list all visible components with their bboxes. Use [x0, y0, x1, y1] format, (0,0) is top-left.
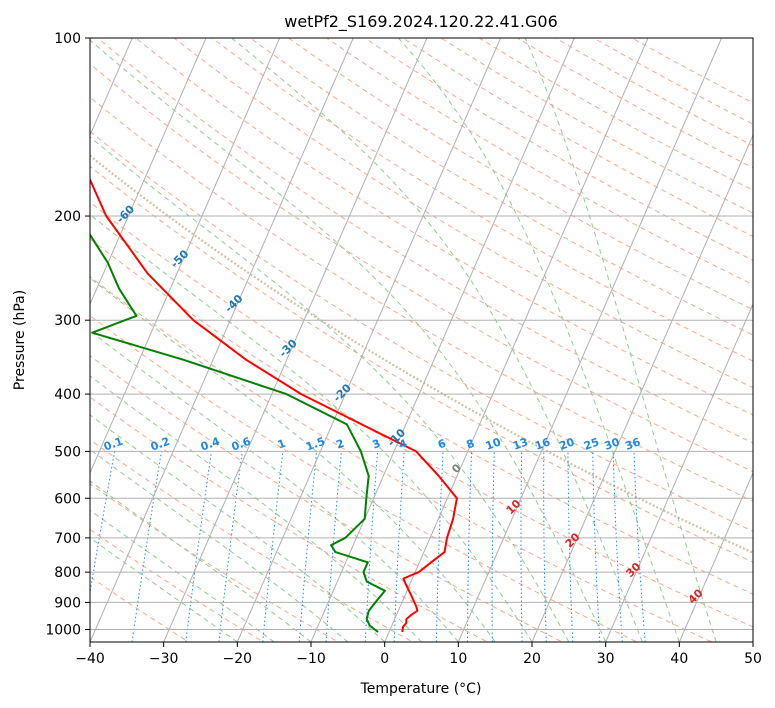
moist-adiabat-line — [231, 38, 643, 642]
x-tick-label: 40 — [670, 651, 688, 667]
y-tick-label: 800 — [54, 565, 81, 581]
y-tick-label: 600 — [54, 491, 81, 507]
mixing-ratio-label: 0.1 — [102, 435, 125, 454]
moist-adiabat-line — [90, 213, 533, 642]
isotherm-line — [90, 38, 281, 475]
mixing-ratio-label: 8 — [465, 437, 477, 452]
dry-adiabat-line — [90, 63, 753, 473]
y-tick-label: 300 — [54, 313, 81, 329]
moist-adiabat-line — [90, 39, 607, 642]
x-tick-label: 30 — [597, 651, 615, 667]
chart-series — [90, 177, 458, 633]
mixing-ratio-label: 1 — [276, 437, 288, 452]
x-axis-label: Temperature (°C) — [360, 681, 482, 697]
isotherm-line — [384, 38, 649, 642]
dry-adiabat-line — [90, 238, 753, 628]
plot-frame — [89, 37, 754, 643]
x-tick-label: 10 — [449, 651, 467, 667]
moist-adiabat-line — [90, 277, 496, 642]
y-tick-label: 1000 — [45, 622, 81, 638]
dry-adiabat-line — [402, 38, 753, 238]
dry-adiabat-line — [96, 38, 753, 444]
y-tick-label: 200 — [54, 209, 81, 225]
isotherm-line — [605, 302, 753, 642]
chart-axes: −40 −30 −20 −10 0 10 20 30 40 50 1000 900 800 700 600 5… — [45, 31, 762, 667]
dry-adiabat-line — [173, 38, 753, 389]
mixing-ratio-label: 3 — [371, 437, 383, 452]
dry-adiabat-line — [211, 38, 753, 362]
dry-adiabat-line — [90, 165, 753, 563]
isotherm-line — [531, 133, 753, 642]
moist-adiabat-line — [90, 448, 349, 642]
x-tick-label: −10 — [296, 651, 326, 667]
y-tick-label: 100 — [54, 31, 81, 47]
isotherm-line — [0, 38, 59, 642]
x-tick-label: −30 — [149, 651, 179, 667]
mixing-ratio-label: 25 — [582, 435, 601, 452]
isotherm-line — [163, 38, 428, 642]
dry-adiabat-line — [135, 38, 753, 416]
dry-adiabat-line — [90, 315, 639, 642]
moist-adiabat-line — [90, 414, 386, 642]
y-tick-label: 900 — [54, 595, 81, 611]
mixing-ratio-label: 16 — [533, 435, 552, 453]
isotherm-line — [236, 38, 502, 642]
mixing-ratio-label: 10 — [484, 435, 503, 453]
moist-adiabat-line — [90, 136, 570, 642]
mixing-ratio-line — [262, 451, 284, 642]
chart-line-labels: 0.1 0.2 0.4 0.6 1 1.5 2 3 4 6 8 10 13 16 20 25 30 36-60-5… — [102, 202, 706, 606]
isotherm-line — [90, 38, 207, 306]
isotherm-line — [90, 38, 354, 642]
moist-adiabat-line — [398, 38, 680, 642]
dry-adiabat-line — [90, 276, 713, 642]
mixing-ratio-label: 1.5 — [304, 435, 327, 454]
dry-adiabat-line — [90, 96, 753, 502]
moist-adiabat-line — [90, 330, 459, 642]
mixing-ratio-label: 36 — [623, 435, 642, 453]
dry-adiabat-line — [554, 38, 753, 147]
mixing-ratio-label: 2 — [334, 437, 346, 452]
dry-adiabat-line — [90, 439, 415, 642]
mixing-ratio-line — [185, 451, 212, 642]
mixing-ratio-label: 0.4 — [199, 435, 222, 454]
reference-dry-adiabat-line — [90, 154, 753, 555]
dry-adiabat-line — [90, 201, 753, 595]
dry-adiabat-line — [287, 38, 753, 311]
x-tick-label: 50 — [744, 651, 762, 667]
mixing-ratio-label: 6 — [436, 437, 448, 452]
dry-adiabat-line — [363, 38, 753, 261]
x-tick-label: −20 — [223, 651, 253, 667]
y-tick-label: 500 — [54, 444, 81, 460]
isotherm-line — [310, 38, 575, 642]
isotherm-line — [678, 471, 753, 642]
dry-adiabat-line — [90, 528, 265, 642]
mixing-ratio-line — [218, 451, 243, 642]
dry-adiabat-line — [478, 38, 753, 191]
mixing-ratio-label: 13 — [511, 435, 530, 452]
mixing-ratio-label: 0.2 — [149, 435, 172, 454]
x-tick-label: 20 — [523, 651, 541, 667]
x-tick-label: 0 — [380, 651, 389, 667]
x-tick-label: −40 — [75, 651, 105, 667]
chart-title: wetPf2_S169.2024.120.22.41.G06 — [284, 12, 558, 32]
mixing-ratio-label: 20 — [557, 435, 576, 453]
moist-adiabat-line — [90, 537, 238, 642]
mixing-ratio-label: 30 — [603, 435, 622, 453]
isotherm-line — [457, 38, 723, 642]
dewpoint-profile-line — [90, 232, 386, 633]
y-axis-label: Pressure (hPa) — [12, 290, 28, 390]
plot-background — [90, 38, 753, 642]
chart-grid — [0, 38, 753, 642]
temperature-profile-line — [90, 177, 458, 633]
y-tick-label: 400 — [54, 387, 81, 403]
moist-adiabat-line — [90, 480, 312, 642]
isotherm-line — [752, 640, 753, 642]
mixing-ratio-label: 0.6 — [230, 435, 253, 454]
y-tick-label: 700 — [54, 531, 81, 547]
mixing-ratio-label: 4 — [397, 437, 409, 452]
moist-adiabat-line — [90, 375, 422, 642]
mixing-ratio-line — [90, 451, 116, 596]
